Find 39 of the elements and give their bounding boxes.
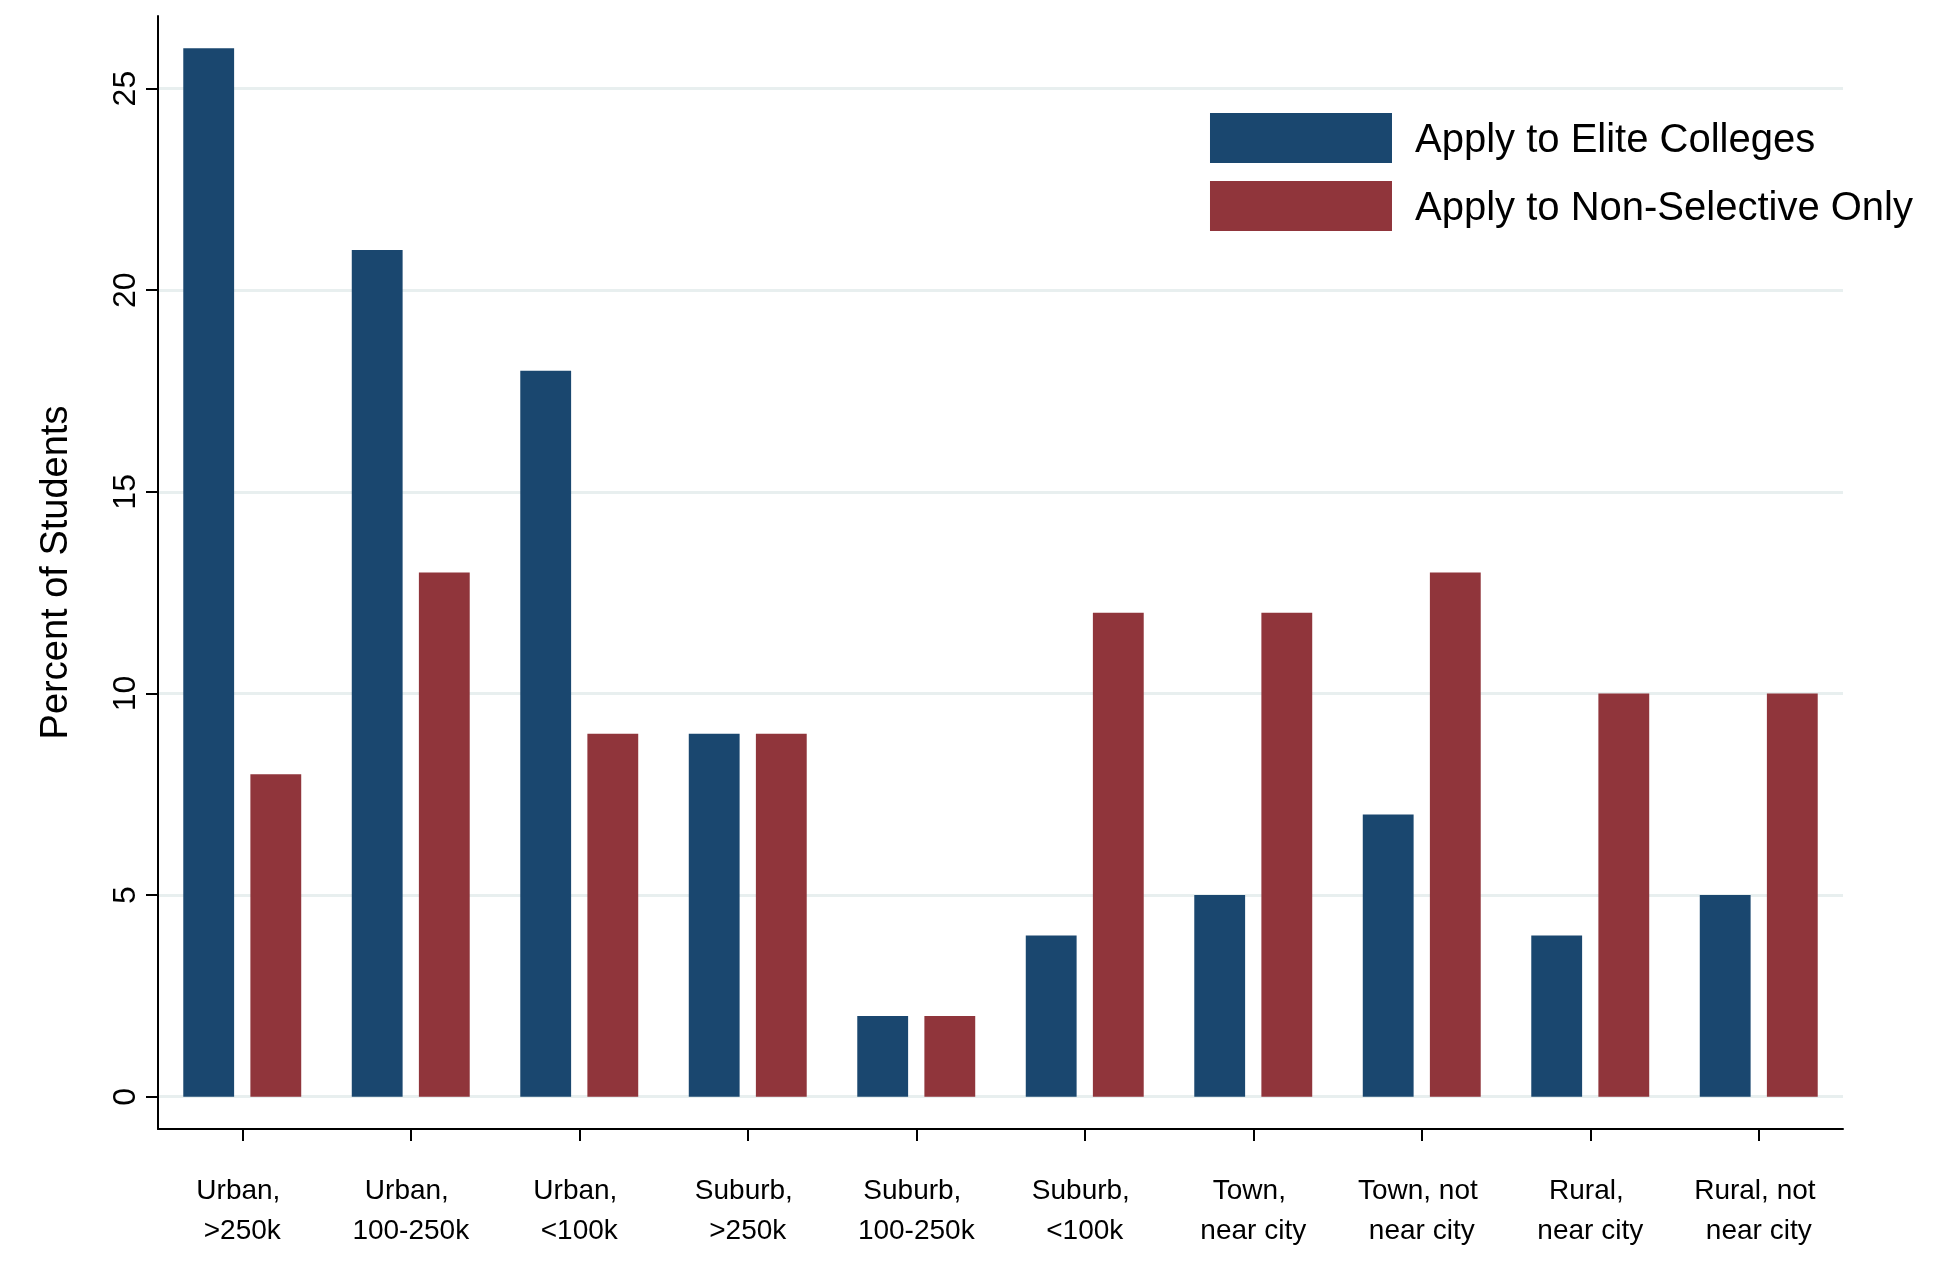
y-tick-label: 10 [106,675,142,712]
bar [1429,572,1481,1097]
bar [1092,612,1144,1097]
bar [1025,935,1077,1097]
x-tick-label: Rural, near city [1537,1173,1644,1245]
bar [520,370,572,1097]
bar [418,572,470,1097]
x-tick-label: Rural, not near city [1694,1173,1824,1245]
bar [250,774,302,1097]
bar [1531,935,1583,1097]
bar [1699,895,1751,1097]
y-tick-label: 25 [106,70,142,107]
y-axis-title: Percent of Students [33,405,75,740]
bar [351,249,403,1097]
bar [924,1016,976,1097]
x-tick-label: Suburb, >250k [694,1173,801,1245]
bar [587,733,639,1097]
bar [1362,814,1414,1097]
legend-label: Apply to Elite Colleges [1414,116,1816,160]
y-tick-label: 20 [106,272,142,309]
bar [688,733,740,1097]
bar [857,1016,909,1097]
y-tick-label: 5 [106,886,142,905]
x-tick-label: Suburb, <100k [1031,1173,1138,1245]
bar [1261,612,1313,1097]
x-tick-label: Urban, 100-250k [352,1173,471,1245]
legend-label: Apply to Non-Selective Only [1414,184,1914,228]
x-tick-label: Suburb, 100-250k [857,1173,976,1245]
bar [1598,693,1650,1097]
x-tick-label: Urban, >250k [196,1173,289,1245]
y-tick-label: 15 [106,474,142,510]
x-tick-label: Urban, <100k [533,1173,626,1245]
y-tick-label: 0 [106,1087,142,1106]
bar [755,733,807,1097]
x-tick-label: Town, not near city [1357,1173,1486,1245]
bar [183,48,235,1097]
bar [1766,693,1818,1097]
x-tick-label: Town, near city [1200,1173,1307,1245]
bar [1194,895,1246,1097]
